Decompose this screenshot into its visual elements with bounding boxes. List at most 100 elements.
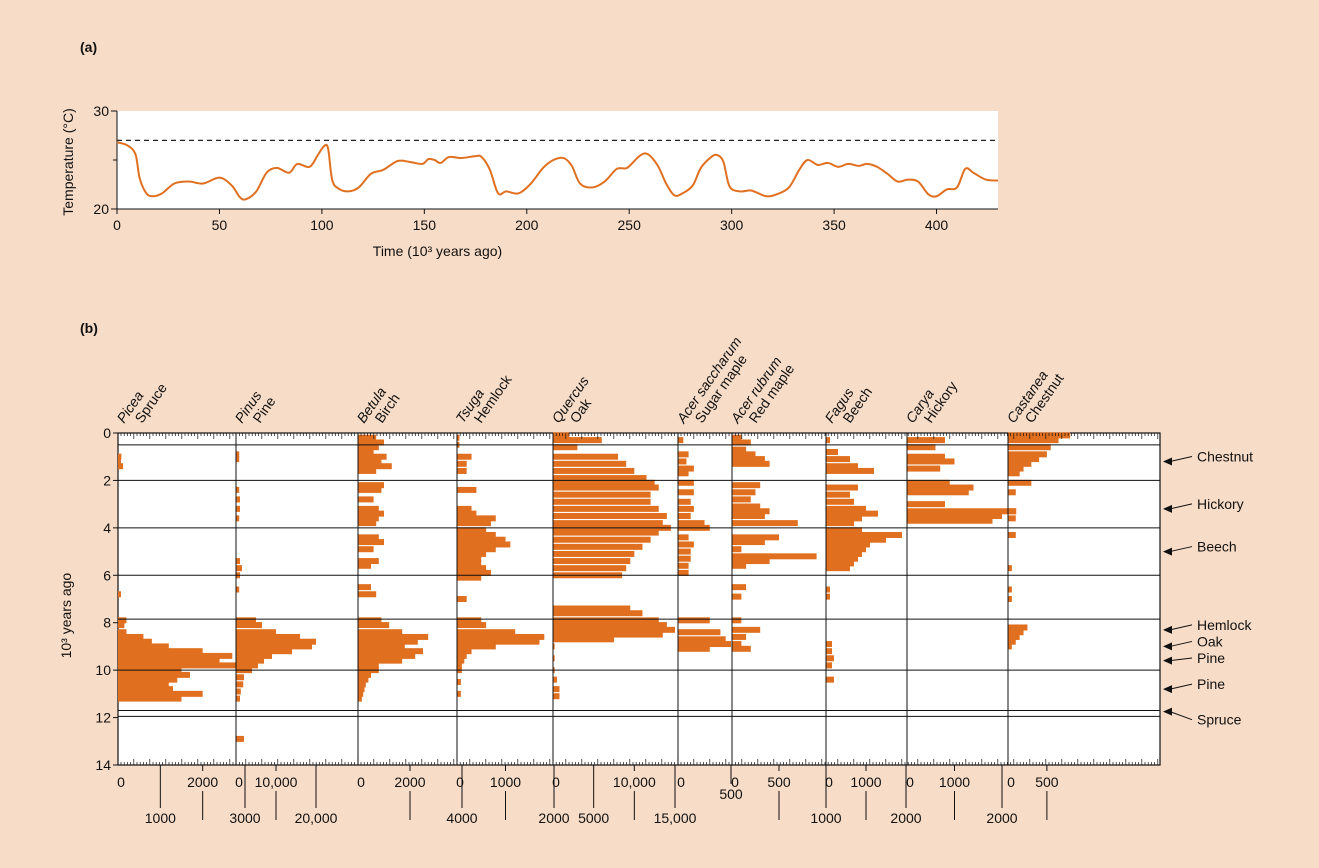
annotation-arrow-line (1169, 657, 1193, 662)
pollen-bar-beech (826, 515, 862, 522)
pollen-bar-birch (358, 648, 423, 655)
pollen-bar-beech (826, 437, 830, 444)
pollen-bar-sugar-maple (678, 451, 689, 458)
scale-label: 500 (767, 774, 791, 790)
pollen-bar-sugar-maple (678, 479, 694, 486)
y-tick-label-b: 4 (103, 520, 111, 536)
pollen-bar-oak (553, 467, 635, 474)
pollen-bar-oak (553, 617, 659, 624)
annotation-arrowhead (1163, 504, 1172, 513)
scale-label: 0 (357, 774, 365, 790)
pollen-bar-sugar-maple (678, 437, 684, 444)
scale-label: 2000 (538, 810, 569, 826)
pollen-bar-oak (553, 565, 627, 572)
pollen-bar-birch (358, 439, 384, 446)
pollen-bar-hemlock (457, 541, 511, 548)
pollen-bar-beech (826, 510, 878, 517)
pollen-bar-birch (358, 638, 418, 645)
scale-label: 0 (731, 774, 739, 790)
scale-label: 0 (456, 774, 464, 790)
pollen-bar-pine (236, 657, 264, 664)
pollen-bar-pine (236, 629, 276, 636)
scale-label: 1000 (939, 774, 970, 790)
scale-label: 20,000 (295, 810, 338, 826)
pollen-bar-birch (358, 448, 374, 455)
pollen-bar-sugar-maple (678, 505, 694, 512)
pollen-bar-red-maple (732, 641, 742, 648)
pollen-bar-sugar-maple (678, 541, 694, 548)
pollen-bar-hemlock (457, 633, 545, 640)
pollen-bar-oak (553, 622, 667, 629)
pollen-bar-spruce (118, 676, 178, 683)
pollen-bar-spruce (118, 671, 190, 678)
annotation-arrow-line (1169, 503, 1193, 510)
pollen-bar-birch (358, 434, 377, 441)
pollen-bar-chestnut (1008, 489, 1016, 496)
y-tick-label-b: 0 (103, 425, 111, 441)
x-tick-label-a: 350 (822, 217, 846, 233)
pollen-bar-birch (358, 444, 379, 451)
annotation-arrow-line (1169, 640, 1193, 647)
pollen-bar-spruce (118, 617, 127, 624)
pollen-bar-birch (358, 676, 369, 683)
pollen-bar-beech (826, 448, 838, 455)
pollen-bar-spruce (118, 622, 125, 629)
pollen-bar-hemlock (457, 486, 477, 493)
pollen-bar-birch (358, 546, 374, 553)
x-tick-label-a: 100 (310, 217, 334, 233)
annotation-label: Hemlock (1197, 617, 1252, 633)
pollen-bar-hemlock (457, 657, 465, 664)
pollen-bar-red-maple (732, 489, 756, 496)
pollen-bar-birch (358, 463, 392, 470)
pollen-bar-oak (553, 631, 663, 638)
pollen-bar-hemlock (457, 434, 460, 441)
pollen-bar-beech (826, 484, 858, 491)
y-tick-label-b: 6 (103, 567, 111, 583)
x-tick-label-a: 400 (925, 217, 949, 233)
annotation-label: Pine (1197, 650, 1225, 666)
pollen-bar-hemlock (457, 467, 467, 474)
pollen-bar-hemlock (457, 596, 467, 602)
pollen-bar-pine (236, 633, 300, 640)
annotation-label: Oak (1197, 633, 1224, 649)
pollen-bar-red-maple (732, 460, 770, 467)
x-tick-label-a: 150 (413, 217, 437, 233)
pollen-bar-oak (553, 505, 659, 512)
pollen-bar-oak (553, 610, 643, 617)
pollen-bar-beech (826, 467, 874, 474)
pollen-bar-oak (553, 693, 560, 700)
y-tick-label-a: 30 (93, 103, 109, 119)
annotation-label: Beech (1197, 539, 1237, 555)
pollen-bar-pine (236, 652, 272, 659)
pollen-bar-sugar-maple (678, 636, 726, 643)
pollen-bar-hemlock (457, 569, 491, 576)
scale-label: 500 (719, 786, 743, 802)
panel-b-label: (b) (80, 320, 98, 336)
annotation-arrowhead (1163, 707, 1172, 716)
scale-label: 3000 (229, 810, 260, 826)
pollen-bar-pine (236, 688, 241, 695)
pollen-bar-red-maple (732, 562, 747, 569)
pollen-bar-pine (236, 451, 240, 458)
pollen-bar-hemlock (457, 546, 496, 553)
pollen-bar-pine (236, 617, 256, 624)
pollen-bar-beech (826, 520, 854, 527)
x-tick-label-a: 0 (113, 217, 121, 233)
annotation-arrow-line (1169, 683, 1193, 690)
pollen-bar-oak (553, 498, 651, 505)
pollen-bar-birch (358, 453, 387, 460)
panel-a-label: (a) (80, 39, 97, 55)
pollen-bar-birch (358, 681, 366, 688)
pollen-bar-hickory (907, 453, 945, 460)
pollen-bar-beech (826, 541, 870, 548)
pollen-bar-birch (358, 657, 403, 664)
annotation-arrow-line (1169, 624, 1193, 631)
scale-label: 0 (117, 774, 125, 790)
pollen-bar-beech (826, 491, 850, 498)
pollen-bar-pine (236, 505, 240, 512)
pollen-bar-hickory (907, 444, 936, 451)
pollen-bar-birch (358, 695, 362, 702)
pollen-bar-red-maple (732, 482, 761, 489)
annotation-arrowhead (1163, 457, 1172, 466)
pollen-bar-oak (553, 643, 555, 650)
